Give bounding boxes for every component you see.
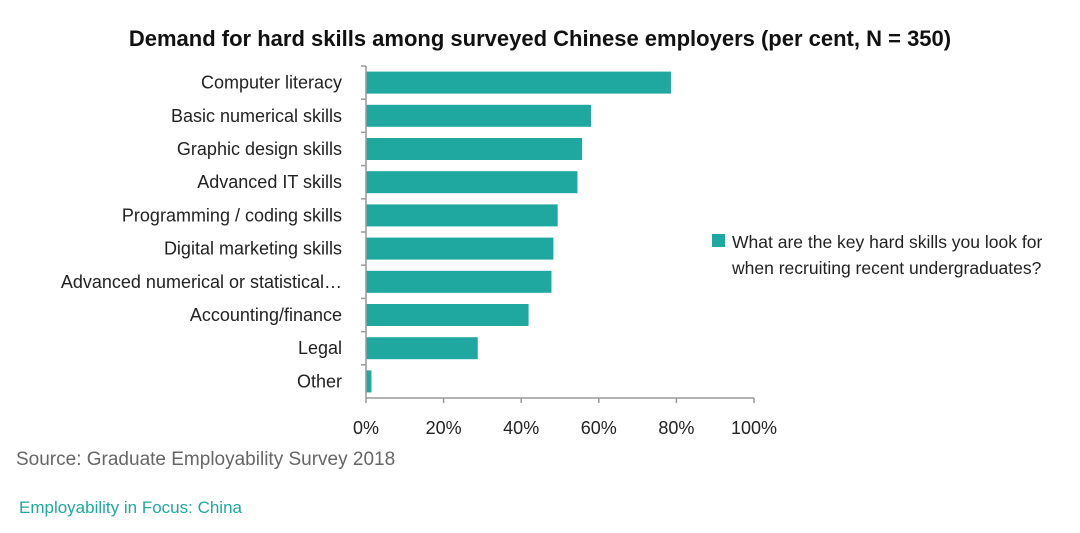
bar — [366, 270, 552, 293]
x-tick-label: 20% — [426, 418, 462, 438]
bar — [366, 204, 558, 227]
legend-swatch — [712, 234, 725, 247]
x-tick-label: 80% — [658, 418, 694, 438]
chart-title: Demand for hard skills among surveyed Ch… — [128, 26, 952, 51]
bar — [366, 138, 583, 160]
category-label: Computer literacy — [201, 73, 342, 93]
x-tick-label: 0% — [353, 418, 379, 438]
category-label: Graphic design skills — [177, 139, 342, 159]
category-label: Digital marketing skills — [164, 239, 342, 259]
category-label: Accounting/finance — [190, 305, 342, 325]
bar — [366, 304, 529, 326]
x-tick-label: 60% — [581, 418, 617, 438]
bar — [366, 104, 592, 127]
category-label: Programming / coding skills — [122, 205, 342, 225]
category-label: Other — [297, 371, 342, 391]
source-note: Source: Graduate Employability Survey 20… — [16, 449, 396, 470]
footer-label: Employability in Focus: China — [19, 498, 242, 517]
category-label: Legal — [298, 338, 342, 358]
bar — [366, 71, 671, 94]
bar — [366, 337, 478, 360]
x-tick-label: 100% — [731, 418, 777, 438]
category-label: Basic numerical skills — [171, 106, 342, 126]
bar — [366, 370, 372, 393]
bar — [366, 171, 578, 194]
legend-label: What are the key hard skills you look fo… — [732, 232, 1043, 278]
legend: What are the key hard skills you look fo… — [712, 229, 1072, 281]
category-label: Advanced IT skills — [197, 172, 342, 192]
category-label: Advanced numerical or statistical… — [61, 272, 342, 292]
x-tick-label: 40% — [503, 418, 539, 438]
bar — [366, 237, 554, 260]
